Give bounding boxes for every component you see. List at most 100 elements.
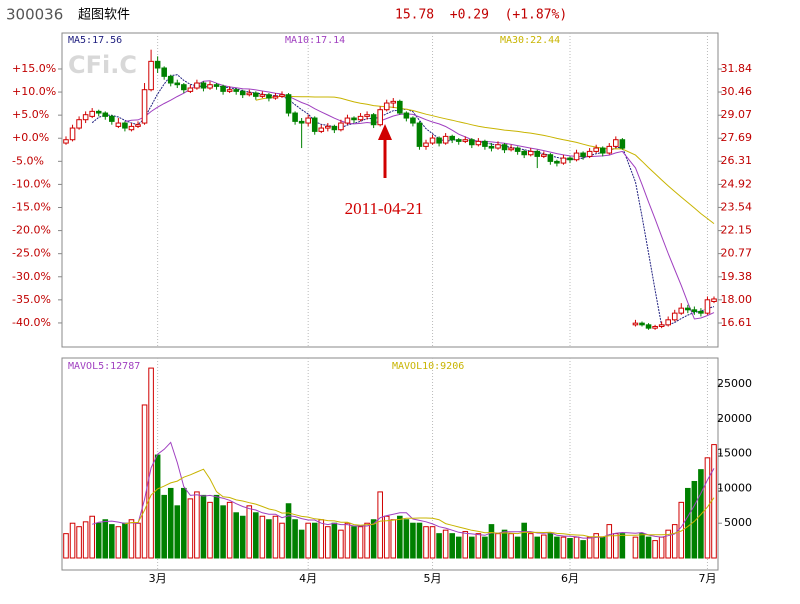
volume-bar xyxy=(619,533,626,559)
y-tick-label: 31.84 xyxy=(721,62,753,75)
volume-bar xyxy=(122,522,128,559)
candle-body xyxy=(521,150,527,156)
volume-bar xyxy=(89,515,95,559)
volume-bar xyxy=(580,540,586,559)
y-tick-label: 16.61 xyxy=(721,316,753,329)
volume-bar xyxy=(482,536,488,559)
candle-body xyxy=(344,117,351,124)
y2-tick-label: -30.0% xyxy=(12,270,51,283)
volume-bar xyxy=(226,501,233,559)
volume-bar xyxy=(141,404,148,559)
volume-bar xyxy=(665,529,671,559)
volume-bar xyxy=(527,533,534,559)
volume-bar xyxy=(691,480,698,559)
candle-body xyxy=(423,142,429,147)
volume-bar xyxy=(429,526,436,559)
candle-body xyxy=(593,147,599,152)
volume-bar xyxy=(135,522,141,559)
volume-bar xyxy=(403,519,410,559)
volume-bar xyxy=(514,536,521,559)
volume-bar xyxy=(547,533,554,559)
volume-bar xyxy=(174,505,181,559)
price-panel xyxy=(61,32,719,348)
volume-bar xyxy=(311,522,318,559)
volume-bar xyxy=(154,454,161,559)
candle-body xyxy=(397,100,403,114)
candle-body xyxy=(272,95,279,99)
volume-bar xyxy=(370,519,377,559)
candle-body xyxy=(181,84,187,91)
volume-tick-label: 20000 xyxy=(717,412,752,425)
candle-body xyxy=(416,122,423,147)
candle-body xyxy=(298,120,305,124)
volume-bar xyxy=(351,526,357,559)
candle-body xyxy=(619,139,626,149)
candle-body xyxy=(475,140,482,146)
candle-body xyxy=(128,125,135,131)
volume-bar xyxy=(586,536,593,559)
candle-body xyxy=(364,114,370,117)
volume-bar xyxy=(233,512,239,559)
volume-bar xyxy=(364,522,370,559)
candle-body xyxy=(410,117,416,124)
volume-bar xyxy=(645,536,652,559)
volume-bar xyxy=(344,522,351,559)
volume-bar xyxy=(436,533,442,559)
x-tick-label: 7月 xyxy=(698,572,716,585)
candle-body xyxy=(541,154,547,157)
candle-body xyxy=(331,125,338,131)
volume-bar xyxy=(128,519,135,559)
candle-body xyxy=(698,310,704,314)
candle-body xyxy=(141,89,148,124)
y-tick-label: 24.92 xyxy=(721,177,753,190)
candle-body xyxy=(318,127,325,132)
candle-body xyxy=(89,110,95,117)
volume-bar xyxy=(377,491,383,559)
volume-bar xyxy=(508,533,514,559)
y2-tick-label: -35.0% xyxy=(12,293,51,306)
volume-tick-label: 5000 xyxy=(724,516,752,529)
volume-tick-label: 15000 xyxy=(717,447,752,460)
candle-body xyxy=(122,122,128,129)
volume-bar xyxy=(593,533,599,559)
candle-body xyxy=(501,144,508,151)
candle-body xyxy=(279,94,285,97)
candle-body xyxy=(469,139,475,146)
candle-body xyxy=(383,102,390,111)
candle-body xyxy=(220,85,226,92)
candle-body xyxy=(462,139,469,142)
volume-bar xyxy=(200,494,207,559)
volume-bar xyxy=(246,505,253,559)
candle-body xyxy=(514,147,521,152)
volume-bar xyxy=(357,526,364,559)
y-tick-label: 19.38 xyxy=(721,270,753,283)
volume-bar xyxy=(338,529,344,559)
volume-bar xyxy=(599,536,606,559)
candle-body xyxy=(266,94,272,99)
volume-bar xyxy=(76,526,82,559)
legend-label: MAVOL5:12787 xyxy=(68,361,140,372)
volume-bar xyxy=(207,501,213,559)
volume-bar xyxy=(501,529,508,559)
candle-body xyxy=(63,139,69,144)
candle-body xyxy=(213,84,220,87)
volume-bar xyxy=(253,512,259,559)
volume-bar xyxy=(194,491,200,559)
volume-bar xyxy=(449,533,455,559)
candle-body xyxy=(82,114,89,121)
volume-tick-label: 10000 xyxy=(717,481,752,494)
y2-tick-label: -5.0% xyxy=(12,154,44,167)
volume-bar xyxy=(95,522,102,559)
volume-bar xyxy=(390,519,397,559)
volume-bar xyxy=(567,538,573,559)
candle-body xyxy=(102,112,109,117)
volume-bar xyxy=(285,503,292,559)
candle-body xyxy=(613,139,619,147)
volume-bar xyxy=(220,505,226,559)
volume-bar xyxy=(534,536,541,559)
legend-label: MA30:22.44 xyxy=(500,35,560,46)
legend-label: MA10:17.14 xyxy=(285,35,345,46)
candle-body xyxy=(586,150,593,157)
candle-body xyxy=(652,325,658,329)
volume-bar xyxy=(82,521,89,559)
